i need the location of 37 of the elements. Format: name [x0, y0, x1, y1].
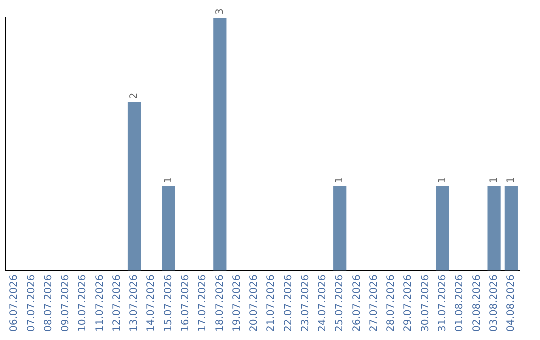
x-tick-label: 18.07.2026 [214, 274, 226, 332]
x-tick-label: 31.07.2026 [437, 274, 448, 332]
x-tick-label: 04.08.2026 [506, 274, 518, 332]
x-tick-label: 15.07.2026 [163, 274, 174, 332]
x-tick-label: 25.07.2026 [334, 274, 346, 332]
data-label: 2 [129, 92, 140, 100]
x-tick-label: 07.07.2026 [26, 274, 38, 332]
x-tick-label: 03.08.2026 [488, 274, 500, 332]
x-tick-label: 08.07.2026 [43, 274, 54, 332]
data-label: 1 [437, 177, 448, 184]
x-tick-label: 24.07.2026 [318, 274, 329, 332]
x-tick-label: 26.07.2026 [352, 274, 363, 332]
x-tick-label: 19.07.2026 [232, 274, 243, 332]
x-tick-label: 16.07.2026 [180, 274, 192, 332]
x-tick-label: 01.08.2026 [454, 274, 466, 332]
data-label: 1 [488, 177, 500, 184]
x-tick-label: 22.07.2026 [283, 274, 294, 332]
data-label: 3 [214, 8, 226, 15]
x-tick-label: 02.08.2026 [472, 274, 483, 332]
x-tick-label: 09.07.2026 [60, 274, 72, 332]
x-tick-label: 30.07.2026 [420, 274, 432, 332]
x-tick-label: 17.07.2026 [198, 274, 209, 332]
x-tick-label: 27.07.2026 [368, 274, 380, 332]
x-tick-label: 28.07.2026 [386, 274, 398, 332]
x-tick-label: 06.07.2026 [9, 274, 20, 332]
data-label: 1 [163, 177, 174, 184]
x-tick-label: 14.07.2026 [146, 274, 158, 332]
x-tick-label: 20.07.2026 [249, 274, 260, 332]
x-tick-label: 12.07.2026 [112, 274, 123, 332]
data-label: 1 [334, 177, 346, 184]
x-tick-label: 29.07.2026 [403, 274, 414, 332]
x-tick-label: 13.07.2026 [129, 274, 140, 332]
data-label: 1 [506, 177, 518, 184]
x-tick-label: 23.07.2026 [300, 274, 312, 332]
x-tick-label: 21.07.2026 [266, 274, 278, 332]
x-tick-label: 10.07.2026 [78, 274, 89, 332]
x-tick-label: 11.07.2026 [94, 274, 106, 332]
